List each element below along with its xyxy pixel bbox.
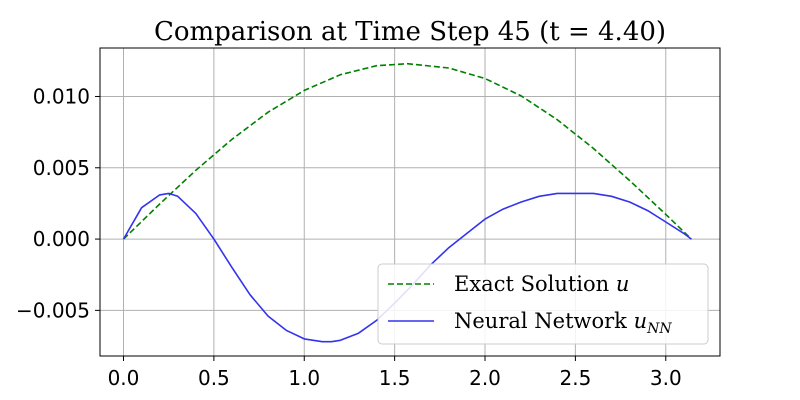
chart-title: Comparison at Time Step 45 (t = 4.40) bbox=[154, 17, 666, 47]
axes-frame bbox=[99, 47, 721, 357]
y-tick-label: 0.000 bbox=[33, 227, 90, 251]
x-tick-label: 2.5 bbox=[559, 366, 591, 390]
y-tick-label: 0.010 bbox=[33, 84, 90, 108]
x-tick-label: 0.0 bbox=[108, 366, 140, 390]
x-tick-label: 2.0 bbox=[469, 366, 501, 390]
axis-ticks: 0.0 0.5 1.0 1.5 2.0 2.5 3.0 −0.005 0.000 0.005 0.0… bbox=[16, 84, 682, 390]
legend-label: Neural Network uNN bbox=[454, 309, 672, 337]
x-tick-label: 1.5 bbox=[379, 366, 411, 390]
exact-solution-line bbox=[122, 62, 692, 240]
y-tick-label: −0.005 bbox=[16, 298, 90, 322]
legend: Exact Solution u Neural Network uNN bbox=[377, 263, 709, 345]
y-tick-label: 0.005 bbox=[33, 156, 90, 180]
grid bbox=[100, 48, 720, 356]
x-tick-label: 0.5 bbox=[198, 366, 230, 390]
legend-label: Exact Solution u bbox=[454, 272, 629, 296]
legend-box bbox=[377, 263, 709, 345]
x-tick-label: 1.0 bbox=[288, 366, 320, 390]
x-tick-label: 3.0 bbox=[650, 366, 682, 390]
